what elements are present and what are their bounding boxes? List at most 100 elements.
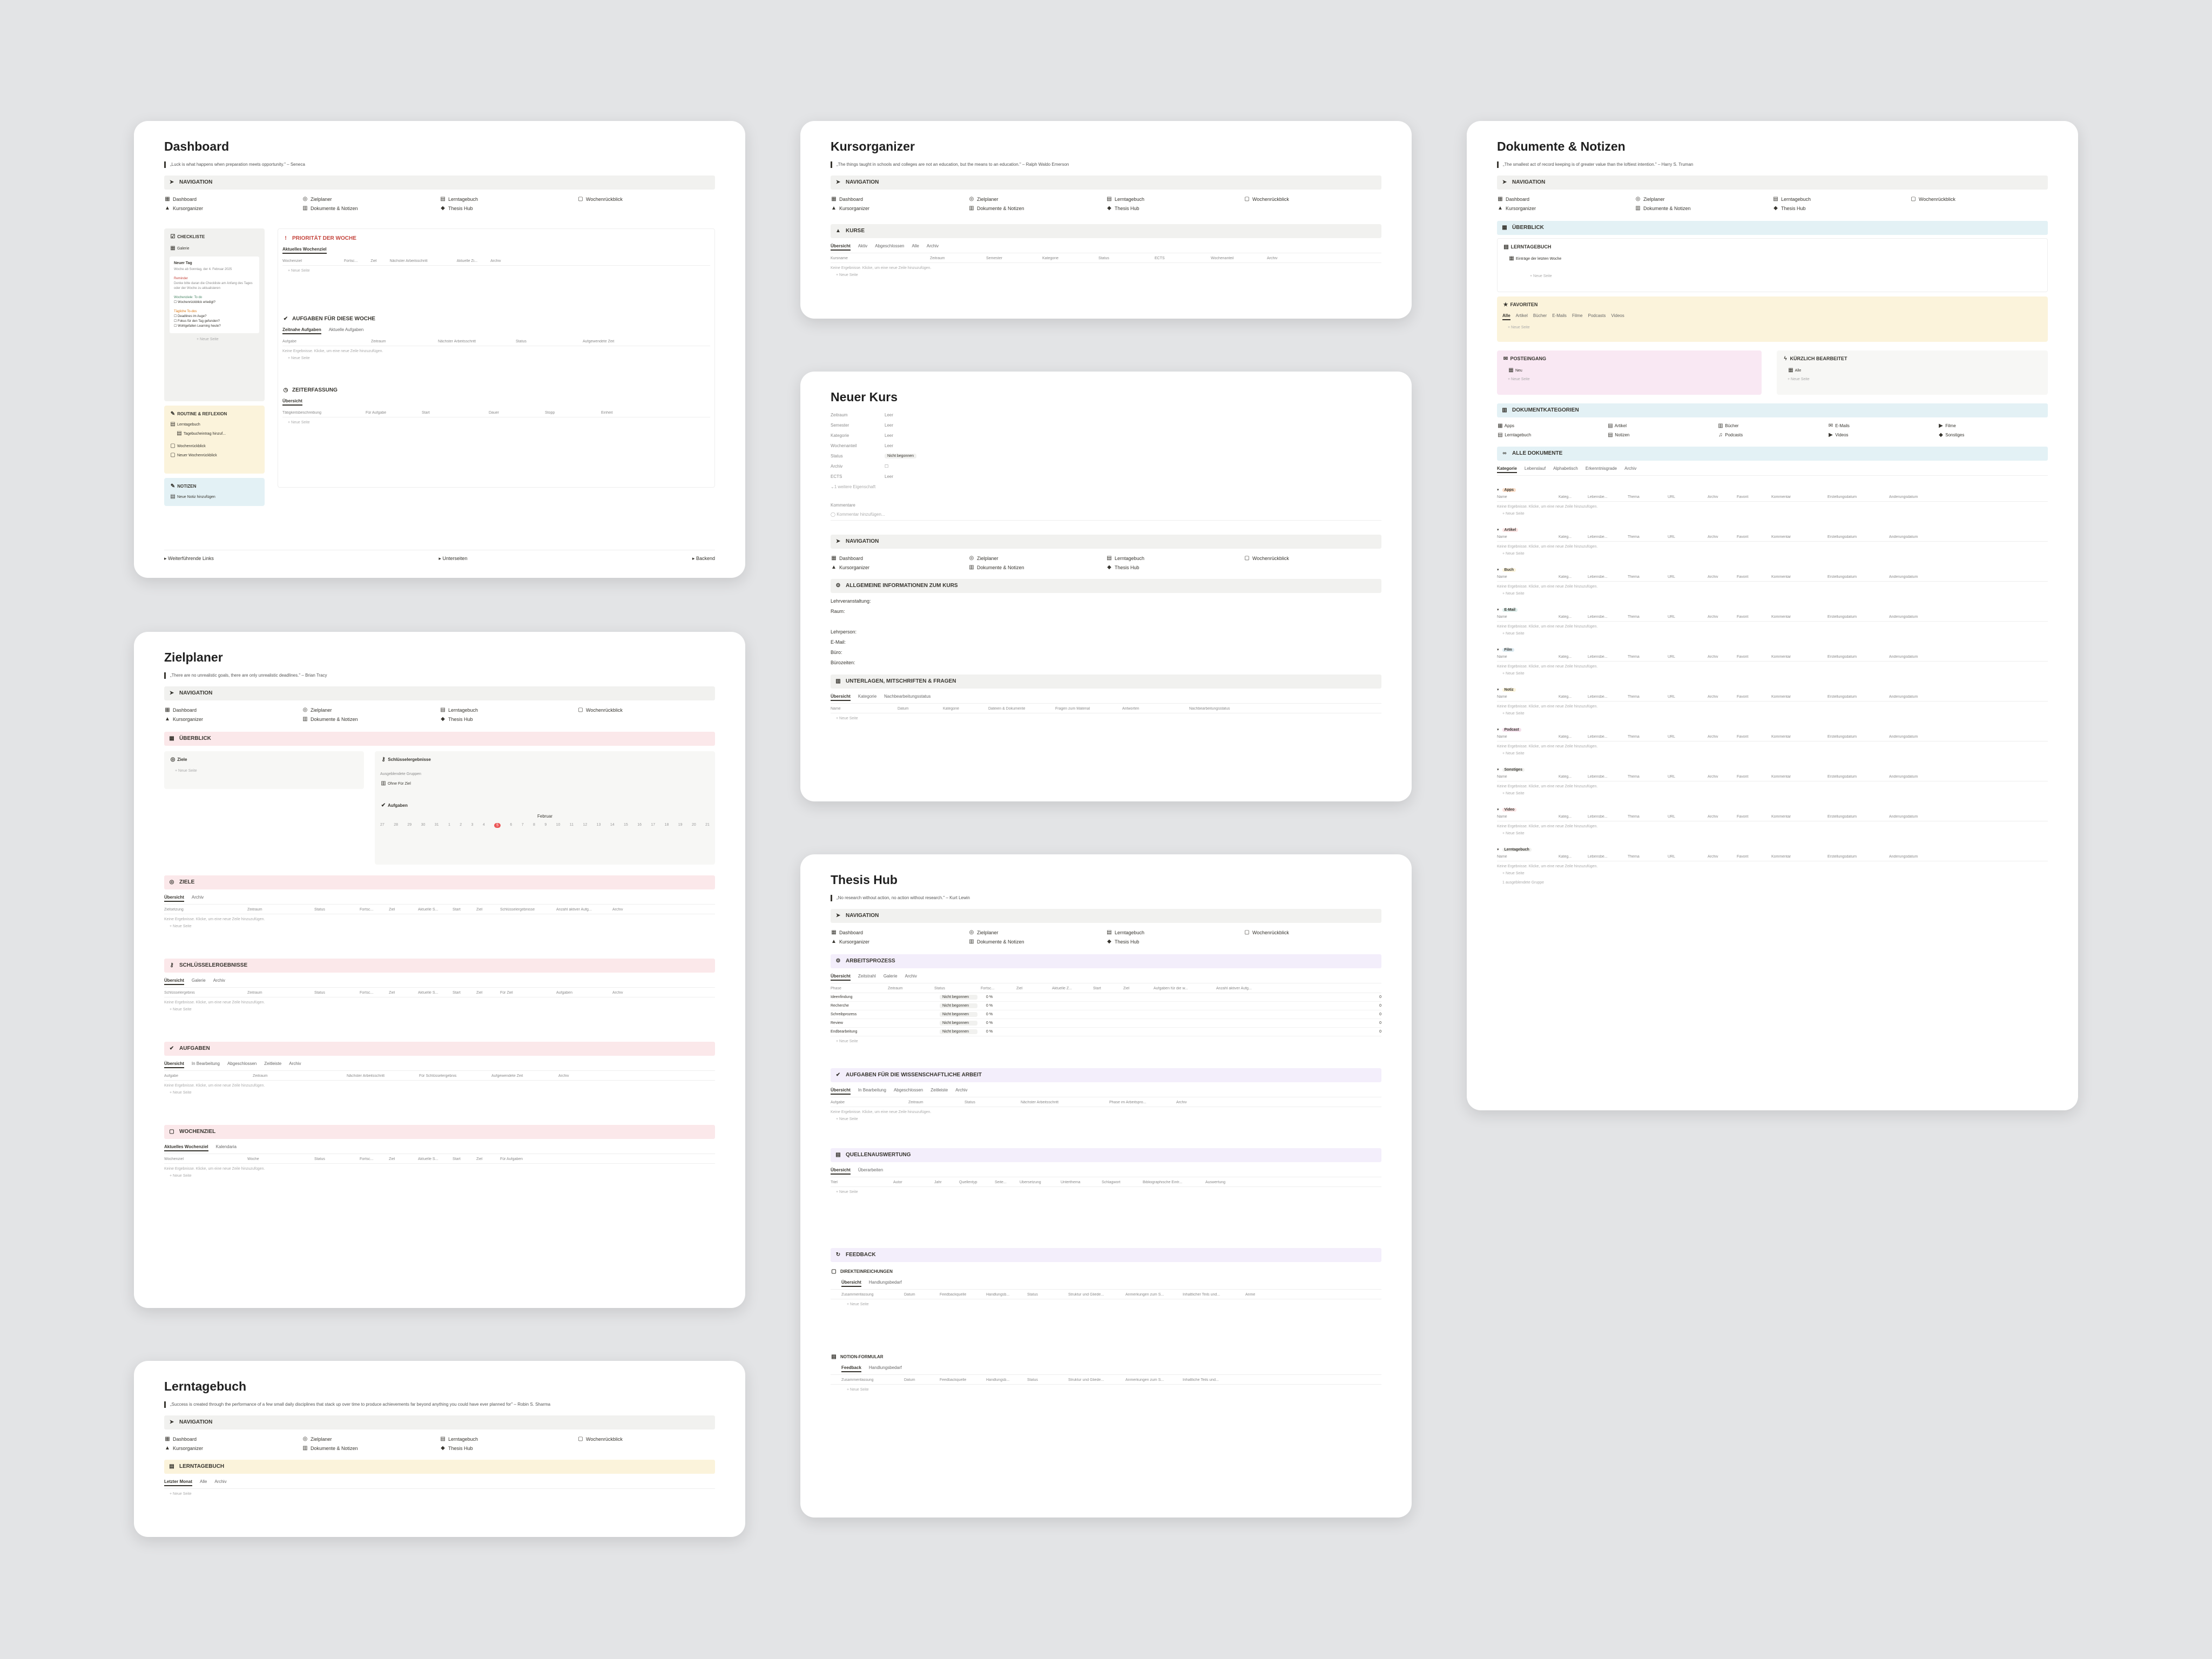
tab-lebenslauf[interactable]: Lebenslauf: [1524, 466, 1546, 471]
kategorie-link[interactable]: ▤ Notizen: [1608, 432, 1630, 438]
column-header[interactable]: URL: [1668, 575, 1676, 579]
column-header[interactable]: Archiv: [1708, 695, 1718, 699]
tab-uebersicht[interactable]: Übersicht: [831, 244, 851, 251]
tab-emails[interactable]: E-Mails: [1552, 313, 1567, 318]
column-header[interactable]: Dauer: [489, 411, 500, 415]
tab-handlungsbedarf[interactable]: Handlungsbedarf: [868, 1280, 902, 1285]
column-header[interactable]: Titel: [831, 1181, 838, 1184]
column-header[interactable]: Kommentar: [1771, 495, 1791, 499]
empty-state[interactable]: Keine Ergebnisse. Klicke, um eine neue Z…: [1497, 545, 1598, 549]
new-page-button[interactable]: + Neue Seite: [1530, 274, 1552, 278]
tab-kalendaria[interactable]: Kalendaria: [215, 1144, 237, 1149]
column-header[interactable]: Wochenanteil: [1211, 257, 1234, 260]
tab-buecher[interactable]: Bücher: [1533, 313, 1547, 318]
new-page-button[interactable]: + Neue Seite: [836, 1040, 858, 1043]
column-header[interactable]: Aufgabe: [164, 1074, 179, 1078]
group-header[interactable]: ▾ Apps: [1497, 488, 2048, 492]
empty-state[interactable]: Keine Ergebnisse. Klicke, um eine neue Z…: [1497, 785, 1598, 788]
column-header[interactable]: Erstellungsdatum: [1827, 775, 1857, 779]
nav-link-thesis-hub[interactable]: ◆ Thesis Hub: [1772, 205, 1910, 211]
nav-link-dashboard[interactable]: ▦ Dashboard: [1498, 196, 1530, 202]
column-header[interactable]: Archiv: [1708, 735, 1718, 739]
empty-state[interactable]: Keine Ergebnisse. Klicke, um eine neue Z…: [831, 1110, 932, 1114]
column-header[interactable]: Zeitraum: [908, 1101, 923, 1104]
column-header[interactable]: Unterthema: [1061, 1181, 1081, 1184]
nav-link-thesis-hub[interactable]: ◆ Thesis Hub: [440, 716, 577, 722]
column-header[interactable]: Änderungsdatum: [1889, 775, 1918, 779]
new-page-button[interactable]: + Neue Seite: [1502, 832, 1525, 835]
tab-erkenntnisgrade[interactable]: Erkenntnisgrade: [1585, 466, 1617, 471]
column-header[interactable]: Ziel: [476, 991, 483, 995]
hidden-groups[interactable]: 1 ausgeblendete Gruppe: [1502, 881, 1545, 885]
column-header[interactable]: Kateg...: [1559, 655, 1572, 659]
nav-link-thesis-hub[interactable]: ◆ Thesis Hub: [440, 1445, 577, 1451]
column-header[interactable]: Archiv: [490, 259, 501, 263]
new-page-button[interactable]: + Neue Seite: [1502, 592, 1525, 596]
new-page-button[interactable]: + Neue Seite: [1508, 326, 1530, 329]
tab-uebersicht[interactable]: Übersicht: [164, 978, 184, 985]
empty-state[interactable]: Keine Ergebnisse. Klicke, um eine neue Z…: [1497, 585, 1598, 589]
column-header[interactable]: Name: [1497, 855, 1507, 859]
nav-link-lerntagebuch[interactable]: ▤ Lerntagebuch: [1773, 196, 1811, 202]
nav-link-dokumente[interactable]: ▥ Dokumente & Notizen: [969, 205, 1024, 211]
column-header[interactable]: Status: [1098, 257, 1109, 260]
new-page-button[interactable]: + Neue Seite: [1788, 377, 1810, 381]
nav-link-dashboard[interactable]: ▦ Dashboard: [831, 929, 864, 935]
tab-archiv[interactable]: Archiv: [1624, 466, 1637, 471]
empty-state[interactable]: Keine Ergebnisse. Klicke, um eine neue Z…: [164, 918, 265, 921]
nav-link-dashboard[interactable]: ▦ Dashboard: [165, 196, 197, 202]
posteingang-tab[interactable]: ▦ Neu: [1508, 367, 1522, 373]
nav-link-lerntagebuch[interactable]: ▤ Lerntagebuch: [440, 707, 478, 713]
column-header[interactable]: Ziel: [476, 1157, 483, 1161]
nav-link-zielplaner[interactable]: ◎ Zielplaner: [302, 707, 332, 713]
collapse-icon[interactable]: ▾: [1497, 808, 1499, 812]
column-header[interactable]: Start: [453, 1157, 461, 1161]
nav-link-dokumente[interactable]: ▥ Dokumente & Notizen: [969, 564, 1024, 570]
column-header[interactable]: Änderungsdatum: [1889, 855, 1918, 859]
column-header[interactable]: Name: [1497, 775, 1507, 779]
column-header[interactable]: Auswertung: [1205, 1181, 1225, 1184]
tab-uebersicht[interactable]: Übersicht: [831, 1168, 851, 1175]
column-header[interactable]: Ziel: [389, 908, 395, 912]
kategorie-link[interactable]: ▦ Apps: [1498, 423, 1515, 429]
checklist-card[interactable]: Neuer Tag Woche ab Sonntag, der 4. Febru…: [170, 257, 259, 333]
nav-link-kursorganizer[interactable]: ▲ Kursorganizer: [831, 205, 870, 211]
column-header[interactable]: Thema: [1628, 495, 1640, 499]
group-header[interactable]: ▾ Sonstiges: [1497, 767, 2048, 772]
tab-letzter-monat[interactable]: Letzter Monat: [164, 1479, 192, 1486]
new-page-button[interactable]: + Neue Seite: [847, 1303, 869, 1306]
column-header[interactable]: Erstellungsdatum: [1827, 735, 1857, 739]
nav-link-kursorganizer[interactable]: ▲ Kursorganizer: [165, 1445, 204, 1451]
tab-alphabetisch[interactable]: Alphabetisch: [1553, 466, 1578, 471]
nav-link-thesis-hub[interactable]: ◆ Thesis Hub: [1106, 939, 1244, 945]
routine-item[interactable]: ▢ Wochenrückblick: [170, 443, 206, 449]
column-header[interactable]: Ziel: [476, 908, 483, 912]
nav-link-kursorganizer[interactable]: ▲ Kursorganizer: [165, 716, 204, 722]
column-header[interactable]: Änderungsdatum: [1889, 535, 1918, 539]
nav-link-lerntagebuch[interactable]: ▤ Lerntagebuch: [440, 1436, 478, 1442]
column-header[interactable]: Erstellungsdatum: [1827, 615, 1857, 619]
column-header[interactable]: Name: [1497, 735, 1507, 739]
tab-alle[interactable]: Alle: [200, 1479, 207, 1484]
new-page-button[interactable]: + Neue Seite: [836, 273, 858, 277]
column-header[interactable]: Nächster Arbeitsschritt: [389, 259, 428, 263]
column-header[interactable]: Aktuelle S...: [418, 991, 439, 995]
column-header[interactable]: Inhaltlicher Teils und...: [1183, 1293, 1220, 1297]
wochenziele-item[interactable]: ☐ Wochenrückblick erledigt?: [174, 301, 215, 304]
column-header[interactable]: Lebensbe...: [1588, 815, 1608, 819]
column-header[interactable]: Favorit: [1737, 855, 1749, 859]
nav-link-wochenrueckblick[interactable]: ▢ Wochenrückblick: [578, 196, 623, 202]
new-page-button[interactable]: + Neue Seite: [836, 1117, 858, 1121]
footer-link[interactable]: ▸ Backend: [692, 556, 715, 561]
column-header[interactable]: Kateg...: [1559, 815, 1572, 819]
column-header[interactable]: Archiv: [1176, 1101, 1187, 1104]
nav-link-zielplaner[interactable]: ◎ Zielplaner: [969, 929, 999, 935]
empty-state[interactable]: Keine Ergebnisse. Klicke, um eine neue Z…: [164, 1001, 265, 1004]
column-header[interactable]: Fortsc...: [360, 908, 374, 912]
column-header[interactable]: Fortsc...: [360, 1157, 374, 1161]
column-header[interactable]: Thema: [1628, 615, 1640, 619]
nav-link-kursorganizer[interactable]: ▲ Kursorganizer: [165, 205, 204, 211]
property-row[interactable]: Kategorie Leer: [831, 433, 894, 438]
collapse-icon[interactable]: ▾: [1497, 608, 1499, 612]
group-header[interactable]: ▾ Buch: [1497, 568, 2048, 572]
